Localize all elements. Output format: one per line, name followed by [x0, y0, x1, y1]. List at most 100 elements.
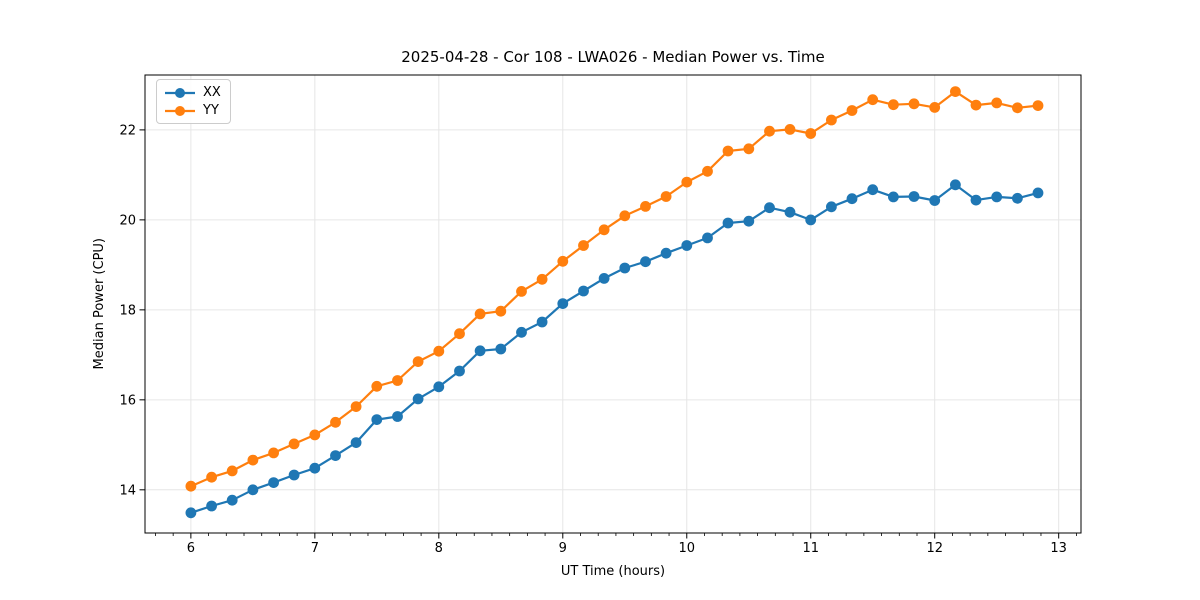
series-yy-point	[929, 102, 941, 113]
series-xx-point	[888, 191, 899, 203]
series-xx-point	[991, 191, 1003, 203]
series-yy-point	[598, 224, 610, 236]
series-xx-point	[950, 179, 961, 191]
series-xx-point	[743, 215, 755, 227]
series-xx-point	[970, 194, 982, 206]
series-yy-point	[660, 191, 672, 202]
series-xx-point	[392, 411, 403, 422]
legend-label-yy: YY	[203, 103, 219, 118]
series-yy-point	[433, 345, 445, 357]
series-xx-point	[764, 202, 775, 214]
series-xx-point	[474, 345, 486, 357]
legend: XX YY	[156, 79, 231, 124]
series-xx-point	[350, 437, 362, 448]
series-yy-point	[743, 143, 755, 155]
legend-label-xx: XX	[203, 85, 221, 100]
y-axis-label: Median Power (CPU)	[86, 75, 112, 533]
series-yy-point	[371, 380, 383, 392]
x-tick-label: 9	[559, 541, 567, 556]
series-yy-point	[826, 114, 837, 126]
series-yy-point	[970, 99, 982, 111]
series-yy-point	[1012, 102, 1023, 114]
series-xx-point	[681, 240, 693, 251]
series-xx-point	[1032, 187, 1044, 199]
series-yy-point	[888, 99, 899, 111]
series-yy-point	[350, 401, 362, 412]
line-marker-sample-icon	[165, 105, 195, 116]
series-yy-point	[950, 86, 961, 97]
series-yy-point	[185, 480, 197, 492]
x-axis-label: UT Time (hours)	[560, 564, 666, 579]
x-tick-label: 8	[435, 541, 443, 556]
series-yy-point	[702, 165, 713, 177]
y-tick-label: 16	[119, 393, 136, 408]
series-xx-point	[516, 326, 527, 338]
line-marker-sample-icon	[165, 87, 195, 98]
series-xx-point	[702, 232, 713, 244]
series-xx-point	[185, 507, 197, 519]
series-yy-point	[309, 429, 321, 441]
y-axis-label-text: Median Power (CPU)	[91, 238, 107, 370]
y-tick-label: 22	[119, 123, 136, 138]
series-xx-point	[619, 262, 631, 274]
plot-border	[144, 74, 1082, 534]
series-yy-point	[454, 328, 465, 340]
series-xx-point	[640, 256, 651, 268]
x-tick-label: 12	[926, 541, 943, 556]
series-yy-point	[1032, 100, 1044, 111]
series-xx-point	[660, 247, 672, 259]
series-yy-point	[226, 465, 238, 477]
series-xx-point	[247, 484, 259, 496]
x-tick-label: 13	[1050, 541, 1067, 556]
series-yy-point	[206, 471, 218, 483]
series-yy-point	[330, 416, 341, 428]
series-xx-point	[867, 184, 879, 196]
series-yy-point	[681, 176, 693, 188]
series-yy-point	[867, 94, 879, 106]
series-xx-point	[784, 206, 796, 218]
series-yy-point	[722, 145, 734, 157]
series-yy-point	[516, 286, 527, 297]
series-yy-point	[908, 98, 920, 110]
series-yy-point	[578, 240, 589, 251]
x-tick-label: 7	[311, 541, 319, 556]
chart-title: 2025-04-28 - Cor 108 - LWA026 - Median P…	[401, 48, 825, 66]
series-xx-point	[908, 191, 920, 202]
series-xx-line	[189, 183, 1040, 514]
series-yy-point	[784, 123, 796, 135]
y-tick-label: 20	[119, 213, 136, 228]
series-xx-point	[226, 494, 238, 506]
series-xx-point	[454, 365, 465, 377]
series-xx-point	[371, 414, 383, 425]
series-xx-point	[929, 195, 941, 206]
series-xx-point	[268, 477, 279, 488]
x-tick-label: 10	[678, 541, 695, 556]
series-yy-point	[764, 125, 775, 137]
series-xx-point	[412, 393, 424, 405]
series-xx-point	[495, 343, 507, 355]
series-yy-point	[495, 305, 507, 317]
series-yy-point	[536, 273, 548, 285]
series-xx-point	[598, 273, 610, 284]
series-yy-point	[247, 454, 259, 466]
series-yy-point	[846, 105, 858, 116]
series-xx-point	[826, 201, 837, 213]
series-xx-point	[288, 469, 300, 481]
x-tick-label: 6	[187, 541, 195, 556]
y-tick-label: 18	[119, 303, 136, 318]
series-xx-point	[206, 500, 218, 512]
x-tick-label: 11	[802, 541, 819, 556]
series-yy-point	[412, 356, 424, 367]
series-xx-point	[309, 462, 321, 474]
series-xx-point	[1012, 192, 1023, 204]
legend-item-yy: YY	[164, 103, 221, 118]
y-tick-label: 14	[119, 483, 136, 498]
series-xx-point	[536, 316, 548, 328]
series-yy-point	[392, 375, 403, 386]
series-xx-point	[330, 450, 341, 461]
series-yy-point	[268, 447, 279, 459]
series-yy-line	[189, 90, 1040, 488]
series-xx-point	[805, 214, 817, 226]
series-xx-point	[433, 381, 445, 393]
